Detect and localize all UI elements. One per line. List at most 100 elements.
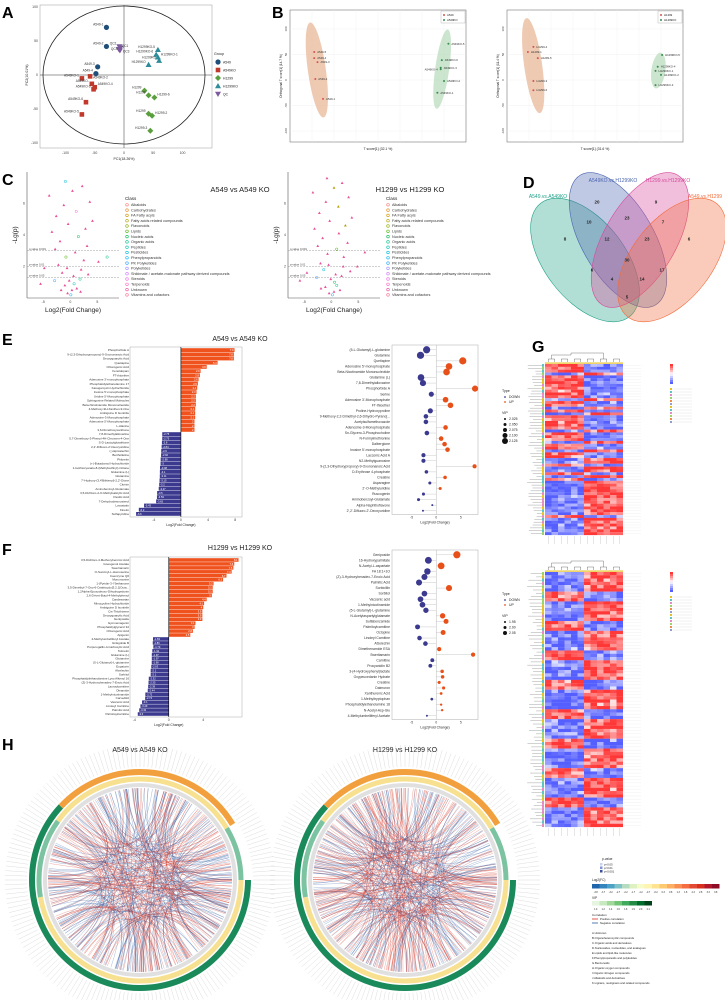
heatmap-cell xyxy=(564,500,571,504)
bar-value-label: -1.97 xyxy=(153,653,159,657)
metabolite-label-tick xyxy=(233,943,252,956)
metabolite-label-tick xyxy=(46,961,62,978)
heatmap-cell xyxy=(577,469,584,473)
lollipop-point xyxy=(428,481,432,485)
heatmap-cell xyxy=(616,372,623,376)
metabolite-label-tick xyxy=(390,745,394,768)
metabolite-label-tick xyxy=(86,983,95,1000)
heatmap-cell xyxy=(577,768,584,772)
y-axis-label: -Lg(p) xyxy=(273,226,280,243)
heatmap-cell xyxy=(597,500,604,504)
heatmap-cell xyxy=(603,423,610,427)
heatmap-cell xyxy=(577,679,584,684)
x-tick-label: -4 xyxy=(152,518,155,522)
colorbar-tick: -3.2 xyxy=(609,892,614,894)
bar-value-label: -3.11 xyxy=(161,474,167,478)
heatmap-cell xyxy=(558,438,565,442)
heatmap-cell xyxy=(584,415,591,419)
heatmap-cell xyxy=(584,807,591,811)
x-tick-label: 100 xyxy=(180,151,186,155)
metabolite-label-tick xyxy=(5,883,28,885)
category-label: Glutamine xyxy=(115,657,129,661)
heatmap-cell xyxy=(577,432,584,436)
heatmap-cell xyxy=(603,469,610,473)
heatmap-cell xyxy=(564,588,571,592)
heatmap-cell xyxy=(584,604,591,609)
heatmap-cell xyxy=(597,438,604,442)
row-class-annotation xyxy=(542,452,544,456)
data-point xyxy=(74,209,78,213)
y-axis-label: -Lg(p) xyxy=(12,226,19,243)
heatmap-cell xyxy=(545,627,552,631)
category-label: Lacconic Acid A xyxy=(366,453,390,457)
metabolite-label-tick xyxy=(271,861,294,865)
heatmap-cell xyxy=(551,440,558,444)
heatmap-cell xyxy=(551,418,558,422)
heatmap-cell xyxy=(564,787,571,792)
heatmap-cell xyxy=(590,617,597,622)
heatmap-cell xyxy=(610,807,617,811)
metabolite-label-tick xyxy=(89,754,98,776)
heatmap-cell xyxy=(616,520,623,524)
heatmap-cell xyxy=(603,503,610,507)
y-tick-label: 50 xyxy=(34,39,38,43)
heatmap-cell xyxy=(564,375,571,379)
heatmap-cell xyxy=(545,515,552,518)
lollipop-point xyxy=(416,351,425,359)
bar xyxy=(159,478,181,483)
heatmap-cell xyxy=(558,621,565,625)
heatmap-cell xyxy=(597,452,604,456)
heatmap-cell xyxy=(558,423,565,427)
metabolite-label-tick xyxy=(7,856,29,861)
heatmap-cell xyxy=(571,614,578,618)
heatmap-cell xyxy=(616,679,623,684)
heatmap-cell xyxy=(597,761,604,765)
legend-swatch xyxy=(670,391,672,393)
category-label: Quetiapine xyxy=(114,361,129,365)
point-label: A549KO-2 xyxy=(93,75,108,79)
heatmap-cell xyxy=(564,532,571,536)
data-point xyxy=(313,227,316,230)
row-class-annotation xyxy=(542,751,544,756)
heatmap-cell xyxy=(616,794,623,798)
heatmap-cell xyxy=(558,735,565,739)
heatmap-cell xyxy=(577,478,584,481)
heatmap-cell xyxy=(558,572,565,576)
heatmap-cell xyxy=(558,480,565,484)
legend-marker xyxy=(386,277,390,281)
heatmap-cell xyxy=(571,455,578,459)
negative-correlation-link xyxy=(51,812,203,862)
heatmap-cell xyxy=(590,426,597,430)
legend-marker xyxy=(386,213,390,217)
data-point xyxy=(215,59,221,65)
data-point xyxy=(334,272,338,276)
heatmap-cell xyxy=(597,679,604,684)
heatmap-cell xyxy=(577,820,584,824)
heatmap-cell xyxy=(558,495,565,499)
heatmap-cell xyxy=(597,774,604,779)
heatmap-cell xyxy=(610,520,617,524)
legend-marker xyxy=(125,235,129,239)
bar-value-label: -2.32 xyxy=(150,676,156,680)
metabolite-label-tick xyxy=(248,842,270,849)
negative-correlation-link xyxy=(325,908,459,955)
heatmap-cell xyxy=(577,794,584,798)
heatmap-cell xyxy=(545,506,552,510)
category-label: Afzelechin xyxy=(115,669,129,673)
class-legend-label: I.Organic nitrogen compounds xyxy=(592,971,630,975)
colorbar-segment xyxy=(670,586,673,588)
heatmap-cell xyxy=(597,745,604,749)
data-point xyxy=(66,291,69,295)
positive-correlation-link xyxy=(319,903,451,961)
heatmap-cell xyxy=(616,810,623,815)
positive-correlation-link xyxy=(404,788,441,966)
colorbar-segment xyxy=(637,901,645,906)
heatmap-cell xyxy=(545,748,552,752)
heatmap-cell xyxy=(577,692,584,697)
heatmap-cell xyxy=(610,401,617,404)
point-label: H1299-6 xyxy=(536,88,547,92)
metabolite-label-tick xyxy=(151,745,155,768)
bar-value-label: 2.2 xyxy=(191,394,195,398)
metabolite-label-tick xyxy=(388,991,390,1000)
heatmap-cell xyxy=(610,495,617,499)
